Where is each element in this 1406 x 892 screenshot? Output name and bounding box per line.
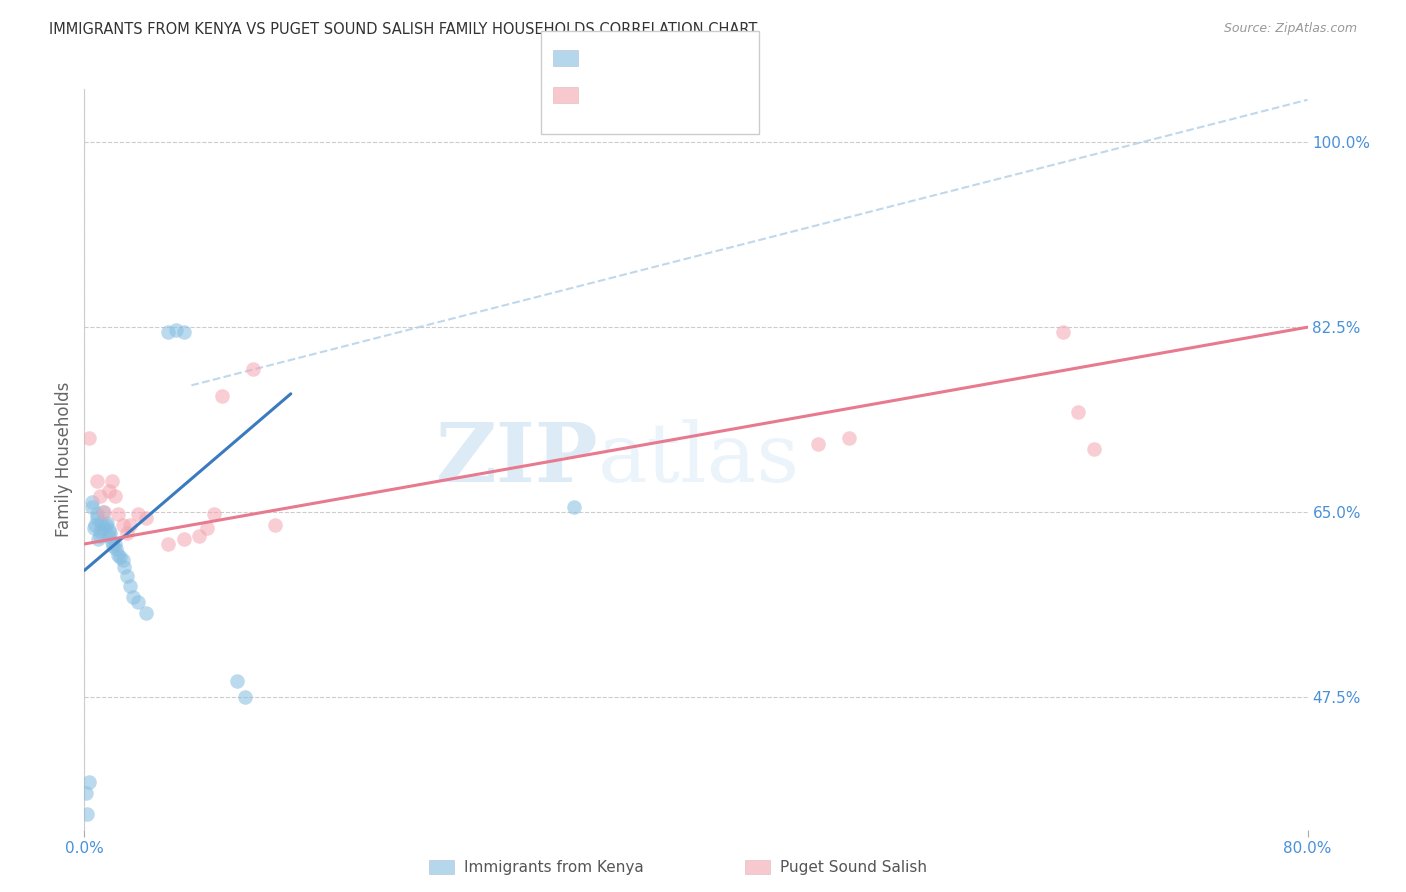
- Point: [115, 568, 138, 582]
- Point: [195, 521, 218, 535]
- Point: [188, 528, 211, 542]
- Point: [135, 510, 157, 524]
- Point: [101, 534, 124, 549]
- Text: N =: N =: [654, 88, 702, 103]
- Point: [84, 518, 107, 533]
- Point: [87, 532, 110, 546]
- Point: [157, 537, 180, 551]
- Point: [173, 532, 195, 546]
- Point: [89, 528, 111, 542]
- Point: [122, 590, 145, 604]
- Point: [97, 528, 120, 542]
- Point: [111, 553, 134, 567]
- Point: [80, 500, 103, 514]
- Point: [77, 431, 100, 445]
- Text: Puget Sound Salish: Puget Sound Salish: [780, 860, 928, 874]
- Point: [86, 510, 108, 524]
- Point: [127, 508, 149, 522]
- Point: [98, 526, 121, 541]
- Point: [104, 490, 127, 504]
- Text: R =: R =: [586, 88, 620, 103]
- Point: [89, 524, 111, 539]
- Point: [127, 595, 149, 609]
- Point: [807, 436, 830, 450]
- Text: 26: 26: [689, 88, 710, 103]
- Point: [112, 560, 135, 574]
- Point: [86, 474, 108, 488]
- Text: 0.365: 0.365: [614, 51, 662, 65]
- Point: [173, 326, 195, 340]
- Point: [1052, 326, 1074, 340]
- Point: [165, 323, 187, 337]
- Point: [157, 326, 180, 340]
- Text: ZIP: ZIP: [436, 419, 598, 500]
- Point: [1067, 405, 1090, 419]
- Point: [104, 537, 127, 551]
- Point: [93, 505, 115, 519]
- Point: [242, 362, 264, 376]
- Point: [77, 775, 100, 789]
- Point: [562, 500, 585, 514]
- Point: [101, 474, 124, 488]
- Point: [202, 508, 225, 522]
- Text: 0.362: 0.362: [614, 88, 662, 103]
- Point: [233, 690, 256, 705]
- Point: [107, 508, 129, 522]
- Point: [226, 674, 249, 689]
- Point: [93, 521, 115, 535]
- Point: [75, 786, 97, 800]
- Point: [120, 579, 142, 593]
- Y-axis label: Family Households: Family Households: [55, 382, 73, 537]
- Point: [97, 523, 120, 537]
- Text: Immigrants from Kenya: Immigrants from Kenya: [464, 860, 644, 874]
- Point: [86, 508, 108, 522]
- Point: [83, 521, 105, 535]
- Point: [120, 518, 142, 533]
- Point: [94, 518, 117, 533]
- Text: atlas: atlas: [598, 419, 800, 500]
- Point: [80, 494, 103, 508]
- Point: [1083, 442, 1105, 456]
- Point: [264, 518, 287, 533]
- Point: [97, 484, 120, 499]
- Point: [115, 526, 138, 541]
- Text: N =: N =: [654, 51, 702, 65]
- Text: 39: 39: [689, 51, 710, 65]
- Point: [135, 606, 157, 620]
- Point: [76, 806, 98, 821]
- Point: [211, 389, 233, 403]
- Text: R =: R =: [586, 51, 620, 65]
- Point: [838, 431, 860, 445]
- Point: [90, 516, 112, 530]
- Point: [91, 505, 114, 519]
- Text: IMMIGRANTS FROM KENYA VS PUGET SOUND SALISH FAMILY HOUSEHOLDS CORRELATION CHART: IMMIGRANTS FROM KENYA VS PUGET SOUND SAL…: [49, 22, 758, 37]
- Point: [107, 548, 129, 562]
- Point: [108, 549, 131, 564]
- Point: [105, 542, 128, 557]
- Point: [96, 516, 118, 530]
- Point: [103, 539, 125, 553]
- Point: [111, 518, 134, 533]
- Point: [89, 490, 111, 504]
- Text: Source: ZipAtlas.com: Source: ZipAtlas.com: [1223, 22, 1357, 36]
